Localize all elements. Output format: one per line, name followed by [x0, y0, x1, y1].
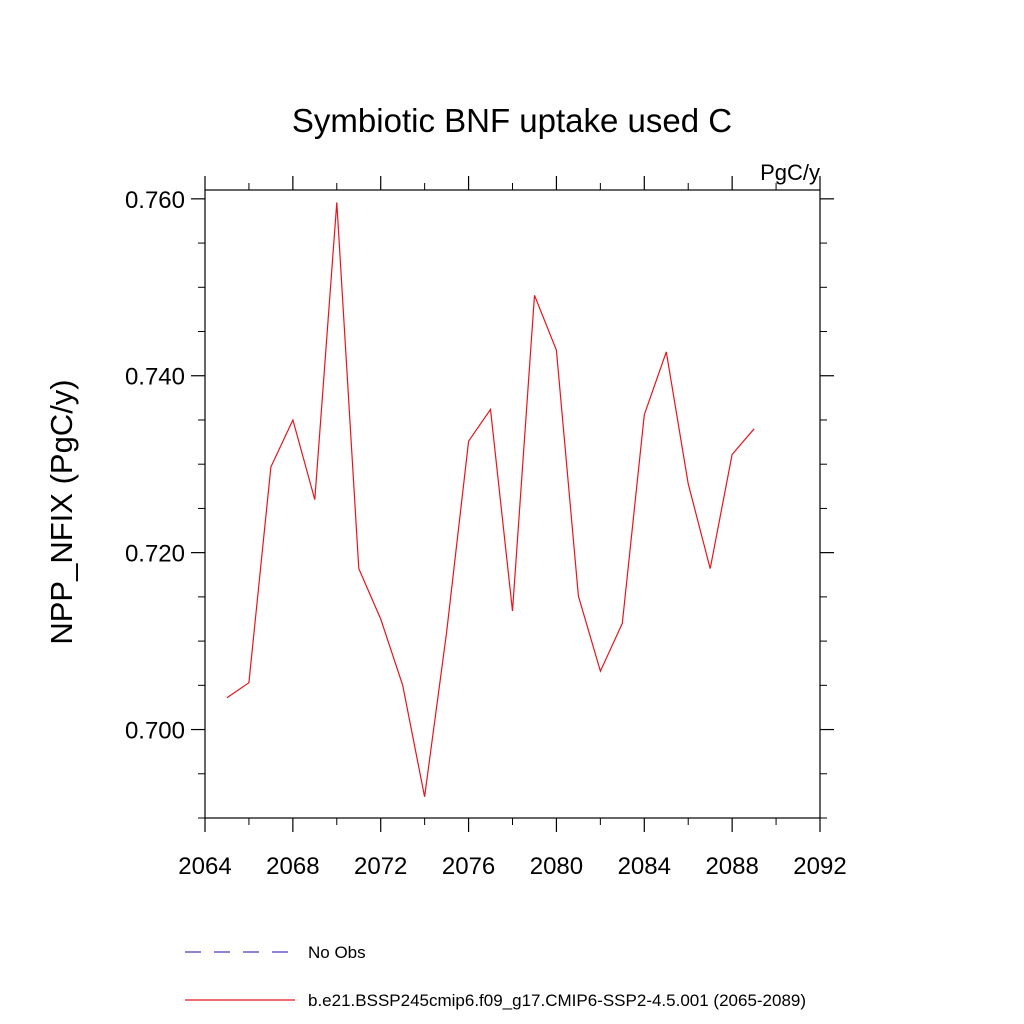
- y-axis-label: NPP_NFIX (PgC/y): [44, 379, 79, 644]
- chart-title: Symbiotic BNF uptake used C: [292, 102, 732, 139]
- x-tick-label: 2072: [354, 853, 407, 880]
- legend-entry-label: b.e21.BSSP245cmip6.f09_g17.CMIP6-SSP2-4.…: [308, 991, 806, 1010]
- plot-frame: [204, 189, 821, 819]
- series-lines: [226, 202, 755, 797]
- x-tick-label: 2088: [705, 853, 758, 880]
- axis-tick-labels: 2064 2068 2072 2076 2080 2084 2088 2092 0.700 0.7…: [125, 187, 847, 880]
- y-tick-label: 0.760: [125, 187, 185, 214]
- legend: No Obs b.e21.BSSP245cmip6.f09_g17.CMIP6-S…: [185, 943, 806, 1010]
- y-tick-label: 0.720: [125, 541, 185, 568]
- x-tick-label: 2080: [530, 853, 583, 880]
- units-label: PgC/y: [760, 160, 820, 185]
- x-tick-label: 2092: [793, 853, 846, 880]
- y-tick-label: 0.700: [125, 718, 185, 745]
- x-tick-label: 2076: [442, 853, 495, 880]
- legend-entry-label: No Obs: [308, 943, 366, 962]
- x-tick-label: 2084: [618, 853, 671, 880]
- x-tick-label: 2068: [266, 853, 319, 880]
- series-line: [226, 202, 755, 797]
- y-tick-label: 0.740: [125, 364, 185, 391]
- axis-ticks: [191, 176, 834, 832]
- x-tick-label: 2064: [178, 853, 231, 880]
